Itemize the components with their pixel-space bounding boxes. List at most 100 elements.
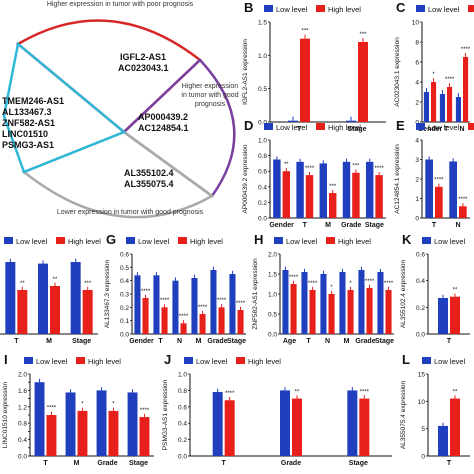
x-tick-label: T	[447, 338, 452, 345]
legend-high-label: High level	[190, 237, 223, 246]
legend-low-label: Low level	[138, 237, 170, 246]
y-axis-label: AL355075.4 expression	[400, 380, 407, 449]
x-tick-label: Stage	[347, 126, 366, 133]
right-gene-2: AC124854.1	[138, 123, 189, 133]
legend-low-label: Low level	[276, 123, 308, 132]
significance-label: ****	[198, 305, 208, 311]
bar-high	[305, 175, 314, 218]
y-tick-label: 0.2	[416, 305, 425, 312]
bar-high	[139, 417, 150, 456]
y-tick-label: 0	[415, 216, 419, 223]
y-tick-label: 0.4	[18, 437, 27, 444]
panel-letter: I	[4, 352, 8, 367]
bar-high	[292, 398, 302, 456]
x-tick-label: T	[447, 460, 452, 467]
panel-letter: E	[396, 118, 405, 133]
bar-high	[447, 87, 453, 122]
significance-label: ***	[301, 29, 309, 35]
x-tick-label: M	[74, 460, 80, 467]
bar-high	[108, 410, 119, 456]
venn-right-label: Higher expression in tumor with good pro…	[181, 83, 239, 108]
y-tick-label: 0.5	[258, 86, 267, 93]
x-tick-label: Stage	[72, 338, 91, 345]
panel-letter: K	[402, 232, 412, 247]
x-tick-label: T	[306, 338, 311, 345]
y-tick-label: 0.4	[120, 278, 129, 285]
significance-label: **	[53, 277, 58, 283]
x-tick-label: T	[222, 460, 227, 467]
y-tick-label: 1.5	[268, 272, 277, 279]
x-tick-label: M	[344, 338, 350, 345]
bar-low	[319, 163, 327, 218]
significance-label: ***	[329, 184, 337, 190]
y-tick-label: 0.6	[120, 252, 129, 259]
bar-high	[385, 290, 392, 334]
bar-low	[346, 120, 356, 122]
y-tick-label: 1.0	[258, 138, 267, 145]
bar-low	[127, 392, 138, 456]
bar-low	[320, 274, 327, 334]
significance-label: ****	[47, 406, 57, 412]
x-tick-label: Gender	[269, 222, 294, 229]
bottom-gene-1: AL355102.4	[124, 168, 174, 178]
panel-letter: C	[396, 0, 406, 15]
panel-letter: H	[254, 232, 263, 247]
y-tick-label: 0.3	[120, 292, 129, 299]
bar-high	[358, 42, 368, 122]
x-tick-label: T	[158, 338, 163, 345]
x-tick-label: Gender	[129, 338, 154, 345]
bar-low	[365, 161, 374, 218]
legend-high-label: High level	[338, 237, 371, 246]
panel-letter: B	[244, 0, 253, 15]
legend-low-swatch	[422, 237, 431, 244]
y-tick-label: 0.0	[258, 120, 267, 127]
bar-high	[237, 310, 244, 334]
bar-high	[46, 415, 57, 456]
legend-low-label: Low level	[36, 357, 68, 366]
significance-label: ****	[445, 77, 455, 83]
bar-low	[438, 298, 448, 334]
y-tick-label: 0.0	[416, 332, 425, 339]
bar-low	[438, 425, 448, 456]
y-tick-label: 10	[418, 399, 426, 406]
y-tick-label: 0.5	[120, 265, 129, 272]
bar-low	[342, 161, 351, 218]
y-tick-label: 15	[418, 372, 426, 379]
legend-low-label: Low level	[276, 5, 308, 14]
venn-diagram: Higher expression in tumor with poor pro…	[0, 0, 240, 235]
x-tick-label: N	[177, 338, 182, 345]
venn-bottom-label: Lower expression in tumor with good prog…	[56, 209, 204, 216]
significance-label: ****	[461, 47, 471, 53]
significance-label: *	[330, 285, 333, 291]
y-tick-label: 1.0	[268, 292, 277, 299]
y-tick-label: 10	[412, 20, 420, 27]
bar-high	[375, 175, 383, 218]
legend-high-swatch	[316, 123, 325, 130]
bar-high	[309, 290, 316, 334]
chart-svg-g: G Low level High level AL133467.3 expressio…	[104, 232, 246, 345]
bar-low	[280, 390, 290, 456]
significance-label: *	[432, 72, 435, 78]
x-tick-label: Stage	[349, 460, 368, 467]
y-tick-label: 0	[421, 454, 425, 461]
bar-low	[65, 392, 76, 456]
bar-high	[180, 323, 187, 334]
significance-label: ****	[289, 275, 299, 281]
significance-label: ****	[179, 314, 189, 320]
significance-label: ****	[384, 281, 394, 287]
panel-d: D Low level High level AP000439.2 expressio…	[240, 118, 390, 236]
significance-label: ****	[374, 166, 384, 172]
significance-label: ***	[359, 32, 367, 38]
bar-low	[210, 270, 217, 334]
significance-label: **	[284, 162, 289, 168]
bar-low	[439, 94, 445, 122]
y-tick-label: 0.4	[416, 278, 425, 285]
significance-label: ****	[236, 301, 246, 307]
x-tick-label: Grade	[207, 338, 227, 345]
legend-high-swatch	[178, 237, 187, 244]
y-tick-label: 8	[415, 40, 419, 47]
